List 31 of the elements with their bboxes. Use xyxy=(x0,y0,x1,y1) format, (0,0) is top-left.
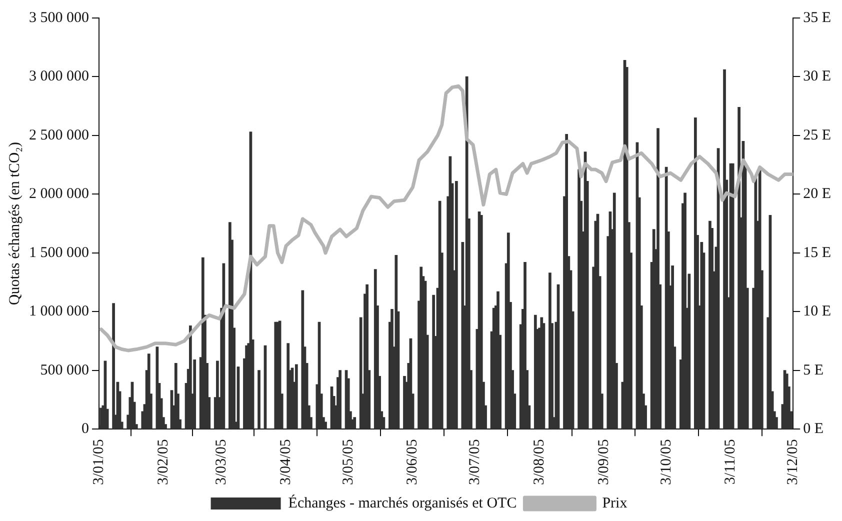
y2-tick-label: 5 E xyxy=(803,362,824,378)
x-tick-label: 3/08/05 xyxy=(531,439,548,486)
y2-tick-label: 15 E xyxy=(803,244,832,261)
x-tick-label: 3/05/05 xyxy=(340,439,356,486)
y-tick-label: 1 000 000 xyxy=(29,304,89,320)
x-tick-label: 3/11/05 xyxy=(722,439,739,484)
y2-tick-label: 30 E xyxy=(803,68,832,85)
y-axis-title: Quotas échangés (en tCO₂) xyxy=(6,142,23,306)
x-tick-label: 3/02/05 xyxy=(155,439,172,486)
x-tick-label: 3/03/05 xyxy=(214,439,230,486)
y2-tick-label: 20 E xyxy=(803,186,832,202)
y-tick-label: 3 000 000 xyxy=(29,68,89,85)
x-tick-label: 3/10/05 xyxy=(658,439,674,486)
y-tick-label: 1 500 000 xyxy=(29,244,89,261)
y2-tick-label: 0 E xyxy=(803,421,824,438)
legend-label: Échanges - marchés organisés et OTC xyxy=(288,494,517,512)
y-tick-label: 2 000 000 xyxy=(29,186,89,202)
legend-label: Prix xyxy=(602,495,628,512)
x-tick-label: 3/06/05 xyxy=(404,439,421,486)
x-tick-label: 3/01/05 xyxy=(90,439,107,486)
y2-tick-label: 35 E xyxy=(803,10,832,26)
y-tick-label: 2 500 000 xyxy=(29,127,89,144)
y2-tick-label: 10 E xyxy=(803,304,832,320)
y-tick-label: 0 xyxy=(82,421,89,438)
x-tick-label: 3/04/05 xyxy=(278,439,294,486)
x-tick-label: 3/12/05 xyxy=(785,439,802,486)
x-tick-label: 3/09/05 xyxy=(596,439,612,486)
x-tick-label: 3/07/05 xyxy=(467,439,484,486)
y-tick-label: 3 500 000 xyxy=(29,10,89,26)
y2-tick-label: 25 E xyxy=(803,127,832,144)
y-tick-label: 500 000 xyxy=(40,362,89,378)
